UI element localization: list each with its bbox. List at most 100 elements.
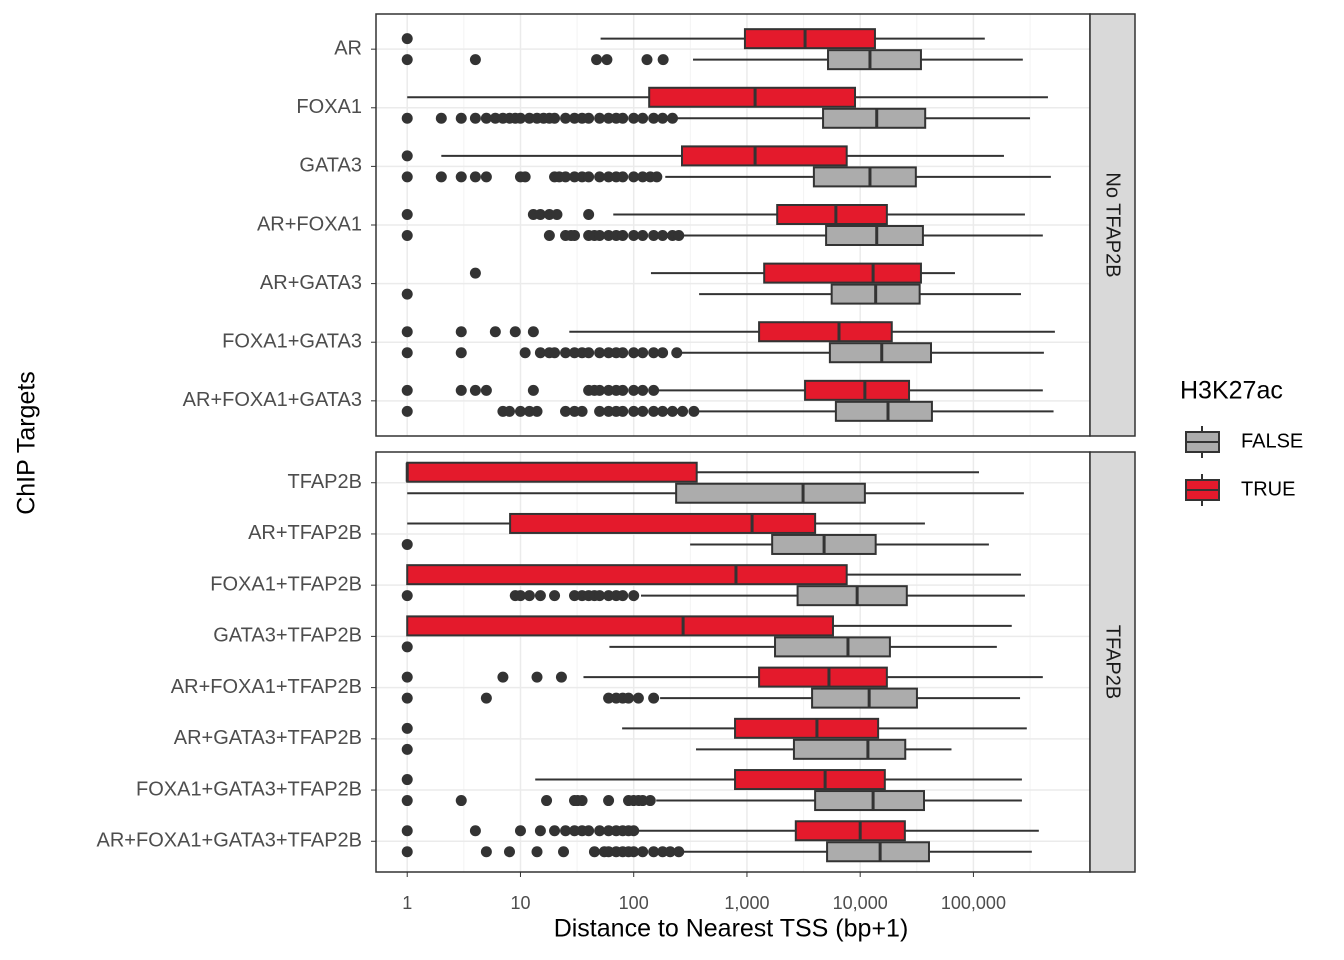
outlier — [435, 112, 447, 124]
legend-title: H3K27ac — [1180, 377, 1283, 405]
outlier — [455, 795, 467, 807]
outlier — [401, 774, 413, 786]
outlier — [480, 692, 492, 704]
outlier — [594, 112, 606, 124]
outlier — [617, 230, 629, 241]
outlier — [657, 846, 669, 858]
outlier — [549, 112, 561, 124]
outlier — [632, 692, 644, 704]
outlier — [435, 171, 447, 183]
y-tick-label: AR+TFAP2B — [248, 522, 362, 544]
outlier — [628, 347, 640, 359]
outlier — [455, 171, 467, 183]
y-tick-label: FOXA1+GATA3 — [222, 331, 362, 353]
outlier — [401, 825, 413, 837]
outlier — [666, 112, 678, 124]
box — [825, 225, 924, 246]
outlier — [523, 112, 535, 124]
box — [648, 86, 857, 108]
outlier — [523, 405, 535, 417]
outlier — [591, 54, 603, 66]
outlier — [455, 326, 467, 338]
box — [681, 145, 848, 167]
y-tick-label: AR+FOXA1 — [257, 213, 362, 235]
outlier — [549, 347, 561, 359]
outlier — [455, 384, 467, 396]
outlier — [503, 846, 515, 858]
outlier — [671, 347, 683, 359]
outlier — [568, 230, 580, 241]
outlier — [677, 405, 689, 417]
outlier — [480, 112, 492, 124]
box — [814, 790, 925, 812]
outlier — [666, 405, 678, 417]
outlier — [568, 405, 580, 417]
outlier — [583, 825, 595, 837]
outlier — [623, 692, 635, 704]
outlier — [509, 326, 521, 338]
outlier — [560, 347, 572, 359]
outlier — [514, 405, 526, 417]
outlier — [519, 347, 531, 359]
outlier — [594, 230, 606, 241]
outlier — [534, 590, 546, 602]
outlier — [628, 590, 640, 602]
box — [774, 636, 891, 658]
outlier — [648, 347, 660, 359]
outlier — [469, 384, 481, 396]
outlier — [603, 405, 615, 417]
outlier — [657, 230, 669, 241]
box — [758, 321, 893, 343]
outlier — [583, 209, 595, 220]
box — [758, 666, 888, 688]
outlier — [560, 171, 572, 183]
box — [826, 841, 930, 863]
outlier — [657, 112, 669, 124]
outlier — [401, 405, 413, 417]
outlier — [583, 171, 595, 183]
outlier — [514, 590, 526, 602]
outlier — [594, 590, 606, 602]
box — [776, 204, 888, 225]
outlier — [568, 112, 580, 124]
y-tick-label: AR+FOXA1+GATA3+TFAP2B — [97, 830, 362, 852]
outlier — [648, 384, 660, 396]
outlier — [534, 825, 546, 837]
outlier — [401, 795, 413, 807]
y-tick-label: FOXA1 — [296, 96, 362, 118]
outlier — [568, 590, 580, 602]
outlier — [555, 671, 567, 683]
outlier — [401, 538, 413, 550]
outlier — [637, 795, 649, 807]
box — [804, 379, 911, 401]
outlier — [637, 405, 649, 417]
outlier — [576, 795, 588, 807]
outlier — [628, 384, 640, 396]
outlier — [568, 825, 580, 837]
y-tick-label: FOXA1+TFAP2B — [210, 573, 362, 595]
outlier — [644, 795, 656, 807]
strip — [1089, 451, 1136, 873]
outlier — [617, 171, 629, 183]
y-tick-label: GATA3+TFAP2B — [213, 625, 362, 647]
outlier — [401, 54, 413, 66]
outlier — [401, 641, 413, 653]
strip-label: No TFAP2B — [1102, 172, 1124, 277]
outlier — [673, 846, 685, 858]
box — [763, 262, 922, 284]
outlier — [514, 825, 526, 837]
outlier — [480, 384, 492, 396]
outlier — [401, 33, 413, 45]
x-tick-label: 1 — [402, 893, 412, 913]
outlier — [637, 384, 649, 396]
outlier — [543, 209, 555, 220]
outlier — [527, 384, 539, 396]
outlier — [637, 112, 649, 124]
outlier — [651, 171, 663, 183]
outlier — [628, 825, 640, 837]
x-tick-label: 10,000 — [833, 893, 888, 913]
outlier — [489, 326, 501, 338]
outlier — [637, 846, 649, 858]
outlier — [594, 171, 606, 183]
